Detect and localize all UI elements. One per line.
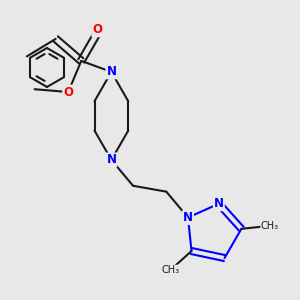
Text: N: N — [214, 197, 224, 210]
Text: N: N — [106, 153, 116, 167]
Text: CH₃: CH₃ — [161, 265, 179, 275]
Text: N: N — [183, 211, 193, 224]
Text: O: O — [92, 23, 102, 36]
Text: N: N — [106, 65, 116, 78]
Text: CH₃: CH₃ — [261, 221, 279, 231]
Text: O: O — [63, 85, 73, 98]
